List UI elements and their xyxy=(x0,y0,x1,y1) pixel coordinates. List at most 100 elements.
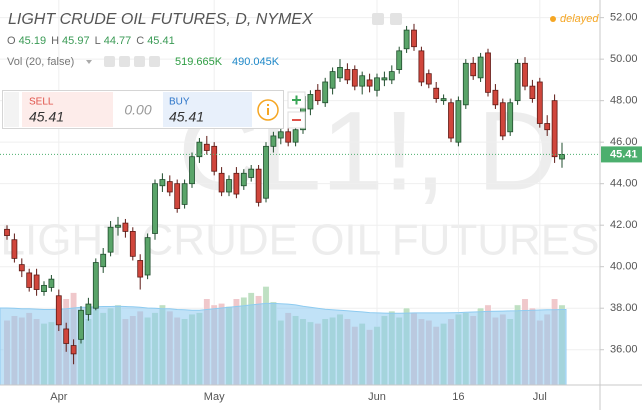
candle-body xyxy=(4,228,10,236)
candle-body xyxy=(507,102,514,133)
x-tick-label: Jul xyxy=(533,391,547,403)
candle-body xyxy=(359,75,366,87)
y-tick-label: 38.00 xyxy=(610,302,638,314)
dropdown-arrow[interactable] xyxy=(86,60,92,64)
candle-body xyxy=(115,224,121,228)
eye-icon[interactable] xyxy=(372,13,384,25)
x-tick-label: May xyxy=(204,391,225,403)
candle-body xyxy=(48,278,55,288)
candle-body xyxy=(233,172,240,195)
candle-body xyxy=(218,172,225,193)
drag-handle[interactable] xyxy=(4,92,19,127)
candle-body xyxy=(78,309,84,340)
candle-body xyxy=(100,253,107,268)
vol-add-icon[interactable] xyxy=(134,56,145,67)
candle-body xyxy=(536,81,543,124)
y-tick-label: 42.00 xyxy=(610,219,638,231)
symbol-title: LIGHT CRUDE OIL FUTURES, D, NYMEX xyxy=(8,11,314,28)
y-tick-label: 50.00 xyxy=(610,53,638,65)
candle-body xyxy=(462,62,469,106)
spread: 0.00 xyxy=(124,102,151,118)
x-tick-label: Jun xyxy=(368,391,386,403)
candle-body xyxy=(144,237,151,276)
candle-body xyxy=(411,29,417,48)
ohlc-label: L xyxy=(95,35,101,47)
candle-body xyxy=(396,50,403,70)
candle-body xyxy=(492,89,499,106)
status-dot xyxy=(550,16,556,22)
candle-body xyxy=(137,260,144,278)
candle-body xyxy=(107,226,114,253)
sell-label[interactable]: SELL xyxy=(29,97,54,108)
candle-body xyxy=(85,303,92,315)
candle-body xyxy=(522,62,528,87)
settings-icon[interactable] xyxy=(390,13,402,25)
last-price-tag xyxy=(601,146,642,163)
candle-body xyxy=(152,183,158,234)
candle-body xyxy=(337,67,343,79)
candle-body xyxy=(270,135,277,147)
candle-body xyxy=(418,50,425,83)
candle-body xyxy=(41,284,47,293)
y-tick-label: 52.00 xyxy=(610,12,638,24)
info-button[interactable] xyxy=(257,99,279,121)
candle-body xyxy=(470,62,477,77)
candle-body xyxy=(448,102,454,139)
candle-body xyxy=(55,295,62,326)
candle-body xyxy=(374,77,380,91)
candle-body xyxy=(159,179,166,187)
candle-body xyxy=(11,239,18,259)
candle-body xyxy=(351,69,358,87)
volume-ma-value: 490.045K xyxy=(232,56,280,68)
y-tick-label: 48.00 xyxy=(610,95,638,107)
ohlc-label: H xyxy=(51,35,59,47)
buy-price[interactable]: 45.41 xyxy=(169,109,204,125)
info-icon-stem xyxy=(267,108,269,115)
candle-body xyxy=(403,29,410,50)
candle-body xyxy=(226,179,232,193)
candle-body xyxy=(440,98,447,102)
candle-body xyxy=(366,79,373,87)
candle-body xyxy=(425,73,432,85)
candle-body xyxy=(381,77,388,81)
vol-remove-icon[interactable] xyxy=(149,56,160,67)
x-tick-label: Apr xyxy=(50,391,67,403)
header: LIGHT CRUDE OIL FUTURES, D, NYMEX delaye… xyxy=(7,11,599,68)
ohlc-value: 45.41 xyxy=(147,35,175,47)
ohlc-value: 45.97 xyxy=(62,35,90,47)
candle-body xyxy=(344,69,351,81)
ohlc-label: C xyxy=(136,35,144,47)
buy-label[interactable]: BUY xyxy=(169,97,190,108)
candle-body xyxy=(529,85,536,99)
candle-body xyxy=(70,345,77,355)
info-icon-dot xyxy=(267,104,269,106)
y-tick-label: 44.00 xyxy=(610,178,638,190)
candle-body xyxy=(455,100,462,143)
y-tick-label: 36.00 xyxy=(610,344,638,356)
candles-layer xyxy=(0,23,600,365)
sell-button[interactable] xyxy=(22,92,113,127)
candle-body xyxy=(248,168,255,178)
candle-body xyxy=(196,141,203,158)
y-tick-label: 46.00 xyxy=(610,136,638,148)
candle-body xyxy=(255,168,262,203)
ohlc-label: O xyxy=(7,35,16,47)
vol-eye-icon[interactable] xyxy=(104,56,115,67)
candle-body xyxy=(203,143,210,151)
candle-body xyxy=(329,71,336,89)
candle-body xyxy=(26,272,33,288)
candle-body xyxy=(181,183,188,205)
candle-body xyxy=(551,100,558,158)
candle-body xyxy=(166,181,173,193)
candle-body xyxy=(292,129,299,143)
candle-body xyxy=(285,131,292,143)
candle-body xyxy=(174,183,181,209)
candle-body xyxy=(477,56,484,79)
x-tick-label: 16 xyxy=(452,391,464,403)
candle-body xyxy=(18,264,25,272)
watermark-name: LIGHT CRUDE OIL FUTURES xyxy=(1,216,600,265)
buy-button[interactable] xyxy=(163,92,252,127)
vol-settings-icon[interactable] xyxy=(119,56,130,67)
sell-price[interactable]: 45.41 xyxy=(29,109,64,125)
